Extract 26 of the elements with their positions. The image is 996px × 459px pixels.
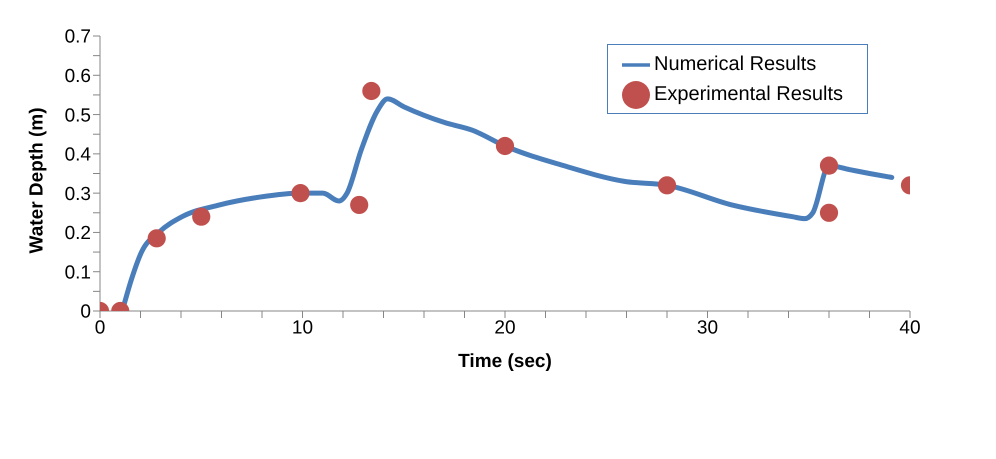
- y-axis-title: Water Depth (m): [26, 107, 48, 254]
- y-tick-label: 0.4: [64, 144, 92, 166]
- point: [658, 176, 676, 194]
- y-tick-label: 0: [80, 302, 91, 323]
- point: [192, 208, 210, 226]
- point: [291, 184, 310, 202]
- point: [362, 82, 380, 100]
- x-axis-title: Time (sec): [458, 351, 552, 372]
- y-tick-label: 0.1: [64, 262, 91, 284]
- x-tick-label: 30: [696, 317, 718, 338]
- y-tick-label: 0.7: [64, 26, 91, 48]
- legend-label: Experimental Results: [654, 83, 843, 105]
- point: [496, 136, 514, 156]
- x-tick-label: 40: [899, 317, 921, 338]
- y-tick-label: 0.5: [64, 105, 91, 126]
- y-tick-label: 0.3: [64, 184, 91, 205]
- x-tick-label: 20: [494, 317, 516, 338]
- point: [350, 196, 368, 214]
- point: [820, 204, 838, 222]
- point: [148, 229, 166, 248]
- point: [820, 156, 838, 175]
- x-tick-label: 0: [94, 317, 106, 338]
- y-tick-label: 0.2: [64, 223, 91, 244]
- y-tick-label: 0.6: [64, 66, 91, 88]
- legend-label: Numerical Results: [654, 53, 816, 75]
- x-tick-label: 10: [292, 317, 314, 338]
